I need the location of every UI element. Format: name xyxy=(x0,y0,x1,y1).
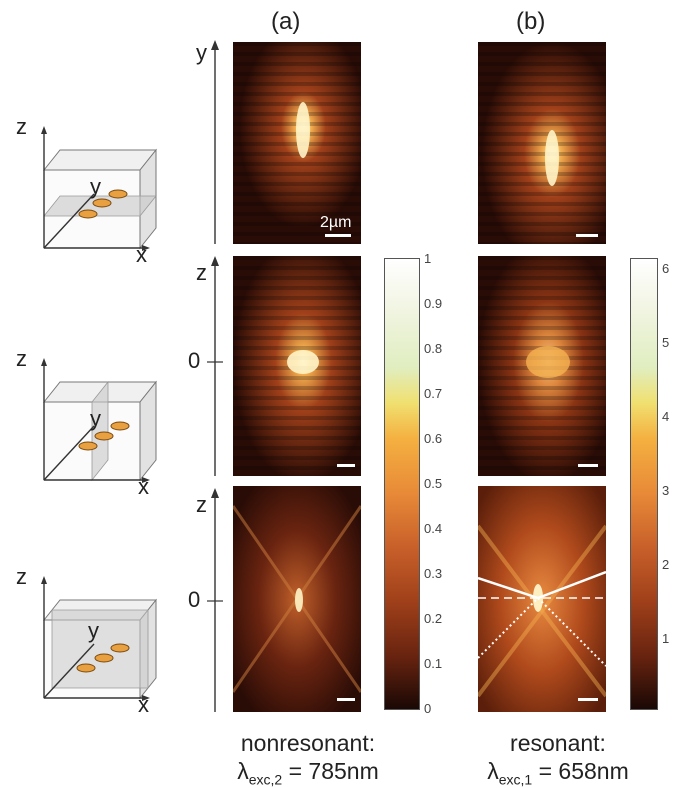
caption-b-title: resonant: xyxy=(510,730,606,756)
cube2-y-label: y xyxy=(90,406,101,431)
row2-zero-label: 0 xyxy=(188,348,201,373)
caption-b-value: = 658nm xyxy=(532,757,629,784)
cbar-b-tick: 5 xyxy=(662,335,670,350)
cube2-z-label: z xyxy=(16,346,27,371)
map-a-xz xyxy=(233,486,361,712)
cube2-x-label: x xyxy=(138,474,149,499)
map-b-xz xyxy=(478,486,606,712)
caption-a-subscript: exc,2 xyxy=(248,771,283,788)
caption-b-lambda: λ xyxy=(487,757,499,784)
map-a-yz xyxy=(233,256,361,476)
row3-zero-label: 0 xyxy=(188,587,201,612)
colorbar-b-ticks: 6 5 4 3 2 1 xyxy=(662,258,676,710)
cbar-a-tick: 1 xyxy=(424,251,432,266)
cbar-a-tick: 0.8 xyxy=(424,341,443,356)
caption-b-formula: λexc,1 = 658nm xyxy=(468,758,648,788)
caption-a-lambda: λ xyxy=(237,757,249,784)
cbar-a-tick: 0.5 xyxy=(424,476,443,491)
cube3-drawing xyxy=(41,576,158,701)
caption-a-title: nonresonant: xyxy=(240,730,376,756)
cbar-a-tick: 0.3 xyxy=(424,566,443,581)
cube1-drawing xyxy=(41,126,158,251)
caption-a-formula: λexc,2 = 785nm xyxy=(218,758,398,788)
caption-b-subscript: exc,1 xyxy=(498,771,533,788)
column-a-label: (a) xyxy=(271,8,301,35)
cube1-y-label: y xyxy=(90,174,101,199)
cbar-b-tick: 6 xyxy=(662,261,670,276)
cbar-b-tick: 2 xyxy=(662,557,670,572)
colorbar-a-ticks: 1 0.9 0.8 0.7 0.6 0.5 0.4 0.3 0.2 0.1 0 xyxy=(424,252,464,715)
caption-a-value: = 785nm xyxy=(282,757,379,784)
cbar-a-tick: 0.6 xyxy=(424,431,443,446)
cube1-x-label: x xyxy=(136,242,147,267)
caption-a: nonresonant: λexc,2 = 785nm xyxy=(218,730,398,788)
caption-b: resonant: λexc,1 = 658nm xyxy=(468,730,648,788)
schematic-cube-xy: z x y xyxy=(16,110,180,270)
colorbar-a xyxy=(384,258,424,710)
cube2-drawing xyxy=(41,358,158,483)
column-b-label: (b) xyxy=(516,8,546,35)
row3-z-axis-label: z xyxy=(196,492,207,517)
row1-y-axis-label: y xyxy=(196,40,207,65)
schematic-cube-yz: z x y xyxy=(16,342,180,502)
cube3-z-label: z xyxy=(16,564,27,589)
cbar-b-tick: 3 xyxy=(662,483,670,498)
map-b-yz xyxy=(478,256,606,476)
map-a-xy xyxy=(233,42,361,244)
cbar-a-tick: 0.2 xyxy=(424,611,443,626)
cube3-x-label: x xyxy=(138,692,149,717)
cbar-a-tick: 0.9 xyxy=(424,296,443,311)
map-b-xy xyxy=(478,42,606,244)
cbar-b-tick: 4 xyxy=(662,409,670,424)
cube3-y-label: y xyxy=(88,618,99,643)
colorbar-b xyxy=(630,258,660,710)
cbar-b-tick: 1 xyxy=(662,631,670,646)
cube1-z-label: z xyxy=(16,114,27,139)
cbar-a-tick: 0.4 xyxy=(424,521,443,536)
schematic-cube-xz: z x y xyxy=(16,560,180,720)
row2-z-axis-label: z xyxy=(196,260,207,285)
cbar-a-tick: 0.7 xyxy=(424,386,443,401)
scale-bar-label: 2µm xyxy=(320,214,352,231)
cbar-a-tick: 0.1 xyxy=(424,656,443,671)
cbar-a-tick: 0 xyxy=(424,701,432,716)
